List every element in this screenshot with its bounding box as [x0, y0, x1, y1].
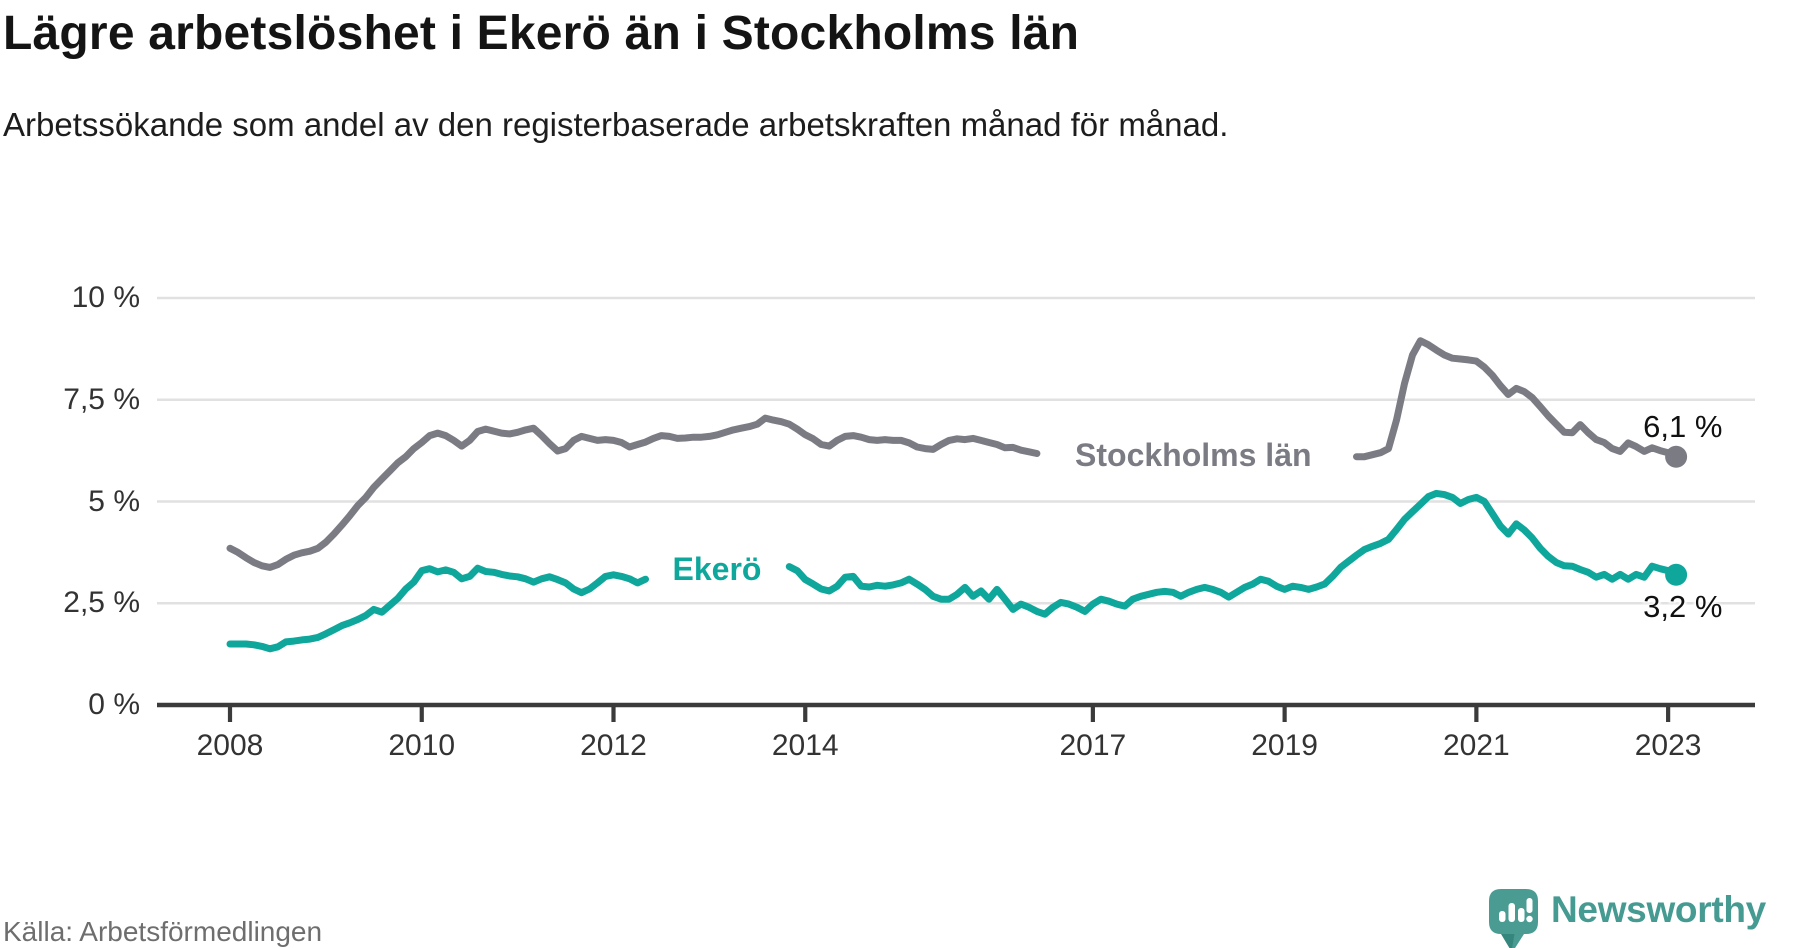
y-axis-label: 2,5 % [63, 586, 140, 620]
y-axis-label: 5 % [88, 484, 140, 518]
source-note: Källa: Arbetsförmedlingen [3, 916, 323, 947]
x-axis-label: 2008 [196, 729, 264, 762]
x-axis-label: 2019 [1251, 729, 1318, 762]
end-value-label-ekero: 3,2 % [1643, 588, 1723, 624]
series-line-0 [226, 337, 1680, 571]
series-end-dot-0 [1665, 445, 1688, 468]
x-axis-label: 2023 [1634, 729, 1702, 762]
x-axis-label: 2012 [580, 729, 647, 762]
brand-name: Newsworthy [1551, 889, 1766, 930]
series-end-dot-1 [1665, 563, 1688, 586]
x-axis-label: 2014 [771, 729, 839, 762]
y-axis-label: 0 % [88, 688, 140, 721]
x-axis-label: 2021 [1443, 729, 1510, 762]
series-line-1 [226, 489, 1680, 653]
y-axis-label: 10 % [71, 281, 140, 314]
end-value-label-stockholms-lan: 6,1 % [1643, 408, 1723, 444]
series-label-ekero: Ekerö [672, 550, 762, 587]
chart-subtitle: Arbetssökande som andel av den registerb… [3, 106, 1229, 143]
series-label-stockholms-lan: Stockholms län [1075, 437, 1312, 473]
y-axis-label: 7,5 % [63, 382, 140, 416]
page-title: Lägre arbetslöshet i Ekerö än i Stockhol… [3, 7, 1080, 60]
x-axis-label: 2017 [1059, 729, 1127, 762]
x-axis-label: 2010 [388, 729, 456, 762]
